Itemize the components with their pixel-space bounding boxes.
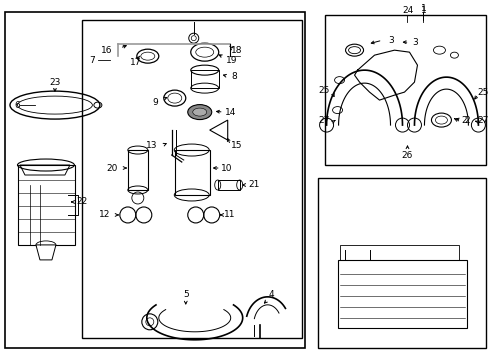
Text: 1: 1 — [420, 6, 426, 15]
Text: 22: 22 — [76, 198, 87, 207]
Text: 19: 19 — [225, 56, 237, 65]
Bar — [324, 15, 486, 165]
Text: 18: 18 — [230, 46, 242, 55]
Text: 26: 26 — [401, 150, 412, 159]
Text: 24: 24 — [401, 6, 412, 15]
Text: 27: 27 — [477, 116, 488, 125]
Bar — [18, 165, 75, 245]
Polygon shape — [20, 165, 70, 175]
Text: 5: 5 — [183, 291, 188, 300]
Text: 20: 20 — [106, 163, 118, 172]
Text: 3: 3 — [412, 38, 418, 47]
Text: 11: 11 — [224, 211, 235, 220]
Bar — [317, 178, 486, 348]
Ellipse shape — [187, 105, 211, 120]
Text: 16: 16 — [101, 46, 112, 55]
Ellipse shape — [192, 108, 206, 116]
Bar — [127, 150, 147, 190]
Bar — [190, 70, 218, 88]
Text: 21: 21 — [247, 180, 259, 189]
Text: 12: 12 — [98, 211, 110, 220]
Text: 8: 8 — [231, 72, 237, 81]
Text: 14: 14 — [224, 108, 236, 117]
Text: 23: 23 — [49, 78, 61, 87]
Bar — [339, 245, 459, 260]
Bar — [174, 150, 209, 195]
Text: 25: 25 — [318, 86, 329, 95]
Text: 13: 13 — [146, 140, 158, 149]
Text: 17: 17 — [130, 58, 141, 67]
Bar — [337, 260, 467, 328]
Text: 9: 9 — [152, 98, 158, 107]
Polygon shape — [36, 245, 56, 260]
Text: 25: 25 — [477, 87, 488, 96]
Bar — [81, 20, 301, 338]
Text: 10: 10 — [221, 163, 232, 172]
Text: 2: 2 — [461, 116, 466, 125]
Text: 7: 7 — [89, 56, 95, 65]
Text: 15: 15 — [230, 140, 242, 149]
Text: 6: 6 — [14, 100, 20, 109]
Text: 2: 2 — [464, 116, 469, 125]
Text: 1: 1 — [420, 4, 426, 13]
Text: 27: 27 — [318, 116, 329, 125]
Bar — [5, 12, 304, 348]
Text: 3: 3 — [388, 36, 394, 45]
Bar — [217, 180, 239, 190]
Text: 4: 4 — [268, 291, 274, 300]
